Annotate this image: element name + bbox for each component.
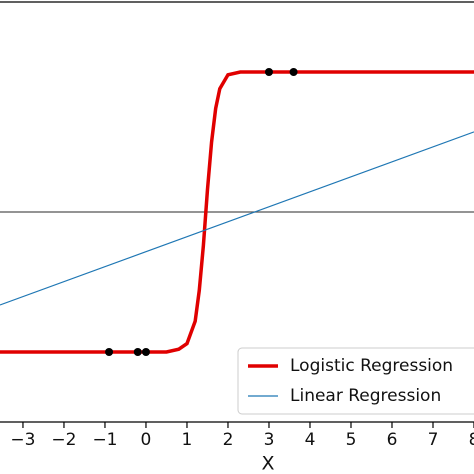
x-tick-label: 6 <box>387 430 398 450</box>
series-line <box>0 131 474 306</box>
series-line <box>0 70 474 354</box>
data-point <box>133 348 142 356</box>
legend-label: Linear Regression <box>290 386 441 406</box>
x-tick-label: 4 <box>305 430 316 450</box>
x-tick-label: −3 <box>10 430 35 450</box>
x-axis-label: X <box>261 453 274 474</box>
x-tick-label: −1 <box>92 430 117 450</box>
legend-label: Logistic Regression <box>290 356 453 376</box>
x-tick-label: 2 <box>223 430 234 450</box>
legend-box <box>237 347 474 415</box>
data-point <box>105 348 114 356</box>
x-tick-label: −2 <box>51 430 76 450</box>
data-point <box>289 68 298 76</box>
data-point <box>141 348 150 356</box>
x-tick-label: 3 <box>264 430 275 450</box>
x-tick-label: 0 <box>141 430 152 450</box>
data-point <box>264 68 273 76</box>
x-tick-label: 5 <box>346 430 357 450</box>
x-tick-label: 1 <box>182 430 193 450</box>
x-tick-label: 7 <box>428 430 439 450</box>
x-tick-label: 8 <box>469 430 474 450</box>
